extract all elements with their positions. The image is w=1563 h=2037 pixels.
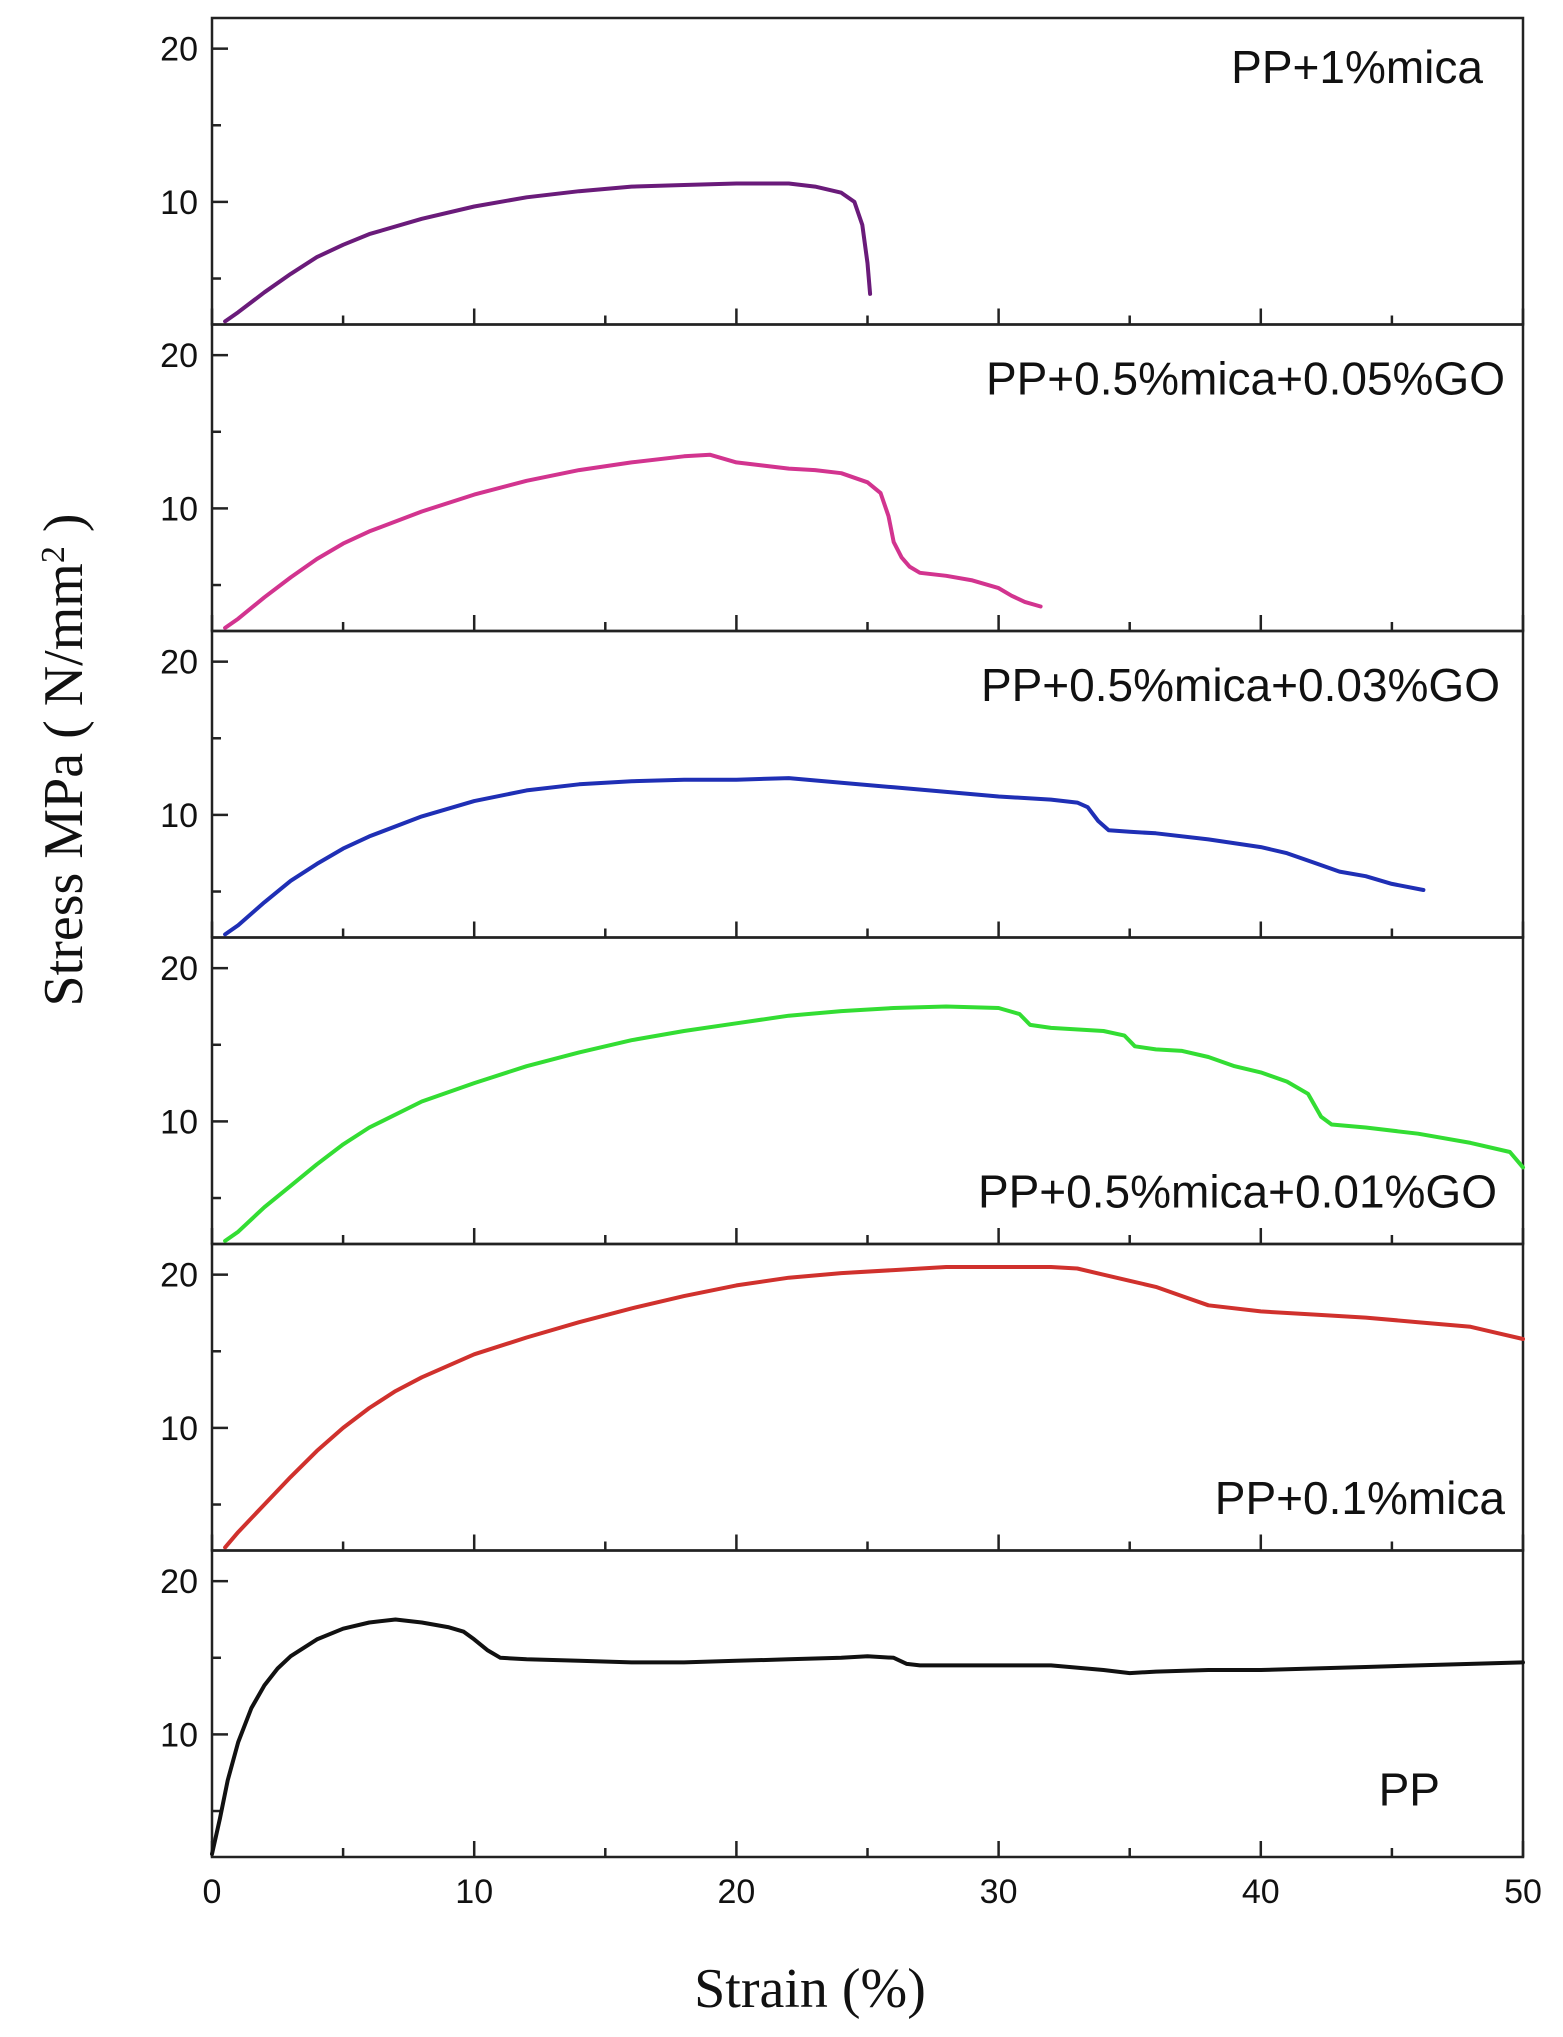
series-label-5: PP+0.1%mica	[1215, 1472, 1506, 1524]
x-tick-label: 30	[980, 1873, 1018, 1911]
x-tick-label: 20	[717, 1873, 755, 1911]
y-tick-label: 20	[160, 950, 198, 988]
y-axis-title: Stress MPa ( N/mm2 )	[33, 513, 95, 1006]
y-tick-label: 20	[160, 1563, 198, 1601]
y-tick-label: 10	[160, 797, 198, 835]
panel-5: 10 20 PP+0.1%mica	[160, 1242, 1525, 1552]
y-tick-label: 20	[160, 337, 198, 375]
x-tick-label: 0	[203, 1873, 222, 1911]
y-tick-label: 10	[160, 184, 198, 222]
x-tick-label: 50	[1504, 1873, 1542, 1911]
panel-4: 10 20 PP+0.5%mica+0.01%GO	[160, 936, 1525, 1246]
y-tick-label: 10	[160, 1410, 198, 1448]
panel-6: 10 20 PP	[160, 1549, 1525, 1859]
panel-2: 10 20 PP+0.5%mica+0.05%GO	[160, 323, 1525, 633]
y-tick-label: 20	[160, 31, 198, 69]
series-line-6	[210, 1617, 1525, 1856]
y-tick-label: 10	[160, 1716, 198, 1754]
chart-panels: 10 20 PP+1%mica 10 20 PP+0.5%mica+0.05%GO 10 20…	[160, 16, 1525, 1859]
series-line-5	[223, 1265, 1525, 1550]
series-line-1	[223, 181, 873, 324]
x-axis-title: Strain (%)	[694, 1958, 926, 2020]
x-tick-label: 40	[1242, 1873, 1280, 1911]
series-label-1: PP+1%mica	[1231, 41, 1483, 93]
y-tick-label: 20	[160, 644, 198, 682]
series-line-2	[223, 452, 1043, 630]
series-label-3: PP+0.5%mica+0.03%GO	[981, 659, 1500, 711]
series-label-6: PP	[1379, 1764, 1440, 1816]
panel-1: 10 20 PP+1%mica	[160, 16, 1525, 326]
y-tick-label: 10	[160, 1103, 198, 1141]
series-label-2: PP+0.5%mica+0.05%GO	[986, 353, 1505, 405]
x-tick-label: 10	[455, 1873, 493, 1911]
series-label-4: PP+0.5%mica+0.01%GO	[978, 1166, 1497, 1218]
panel-frame	[210, 1549, 1525, 1859]
x-axis-tick-labels: 0 10 20 30 40 50	[203, 1873, 1542, 1911]
series-line-4	[223, 1004, 1525, 1243]
y-tick-label: 20	[160, 1257, 198, 1295]
series-line-3	[223, 776, 1426, 937]
panel-3: 10 20 PP+0.5%mica+0.03%GO	[160, 629, 1525, 939]
y-tick-label: 10	[160, 490, 198, 528]
